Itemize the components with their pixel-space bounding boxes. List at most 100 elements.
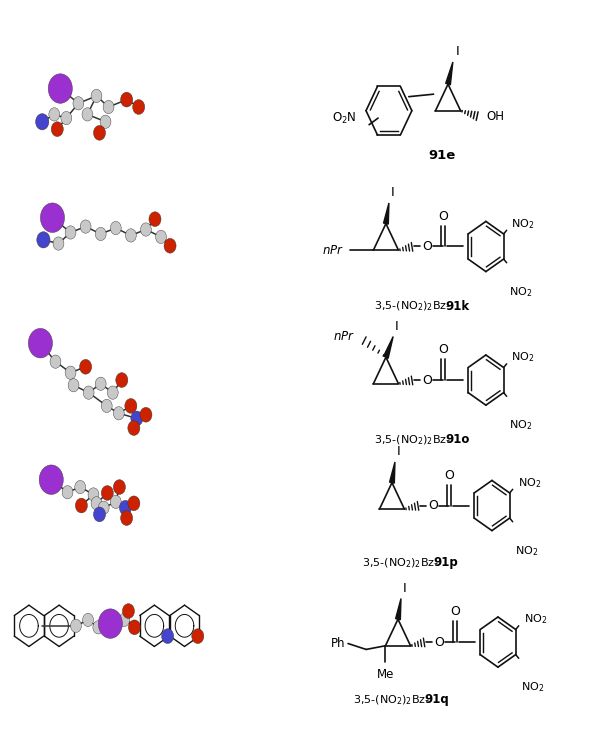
Text: OH: OH — [487, 110, 505, 123]
Text: O: O — [438, 210, 448, 223]
Circle shape — [107, 386, 118, 399]
Circle shape — [110, 221, 121, 235]
Text: Me: Me — [377, 668, 394, 681]
Text: I: I — [403, 582, 406, 595]
Text: NO$_2$: NO$_2$ — [509, 285, 532, 299]
Circle shape — [98, 609, 122, 638]
Circle shape — [101, 486, 113, 500]
Circle shape — [91, 89, 102, 103]
Circle shape — [82, 108, 93, 121]
Circle shape — [121, 93, 132, 106]
Circle shape — [164, 238, 176, 253]
Text: I: I — [391, 186, 394, 199]
Text: 3,5-(NO$_2$)$_2$Bz-: 3,5-(NO$_2$)$_2$Bz- — [374, 300, 451, 313]
Text: O$_2$N: O$_2$N — [332, 111, 357, 125]
Text: NO$_2$: NO$_2$ — [509, 418, 532, 432]
Circle shape — [65, 226, 76, 239]
Text: NO$_2$: NO$_2$ — [517, 476, 541, 489]
Text: 91p: 91p — [433, 556, 458, 570]
Text: I: I — [395, 320, 399, 333]
Circle shape — [116, 373, 128, 387]
Text: 3,5-(NO$_2$)$_2$Bz-: 3,5-(NO$_2$)$_2$Bz- — [374, 433, 451, 446]
Text: NO$_2$: NO$_2$ — [523, 613, 547, 626]
Text: O: O — [444, 469, 454, 482]
Text: NO$_2$: NO$_2$ — [521, 680, 545, 694]
Circle shape — [162, 629, 174, 644]
Circle shape — [40, 203, 65, 232]
Circle shape — [83, 613, 93, 627]
Circle shape — [93, 621, 104, 634]
Circle shape — [131, 411, 143, 426]
Text: NO$_2$: NO$_2$ — [511, 351, 535, 364]
Circle shape — [95, 227, 106, 241]
Circle shape — [71, 619, 81, 632]
Text: I: I — [397, 445, 400, 458]
Circle shape — [101, 399, 112, 413]
Text: O: O — [422, 240, 432, 253]
Circle shape — [121, 511, 133, 525]
Circle shape — [73, 97, 84, 110]
Circle shape — [28, 328, 52, 358]
Circle shape — [83, 386, 94, 399]
Circle shape — [119, 613, 130, 627]
Circle shape — [103, 100, 114, 114]
Circle shape — [119, 500, 131, 515]
Text: 91e: 91e — [428, 149, 456, 162]
Circle shape — [140, 223, 151, 236]
Circle shape — [129, 621, 140, 634]
Circle shape — [125, 229, 136, 242]
Circle shape — [128, 421, 140, 435]
Text: $n$Pr: $n$Pr — [323, 244, 344, 257]
Circle shape — [49, 108, 60, 121]
Text: 3,5-(NO$_2$)$_2$Bz-: 3,5-(NO$_2$)$_2$Bz- — [362, 556, 439, 570]
Circle shape — [98, 501, 109, 514]
Circle shape — [68, 379, 79, 392]
Circle shape — [53, 237, 64, 250]
Circle shape — [75, 480, 86, 494]
Text: O: O — [438, 343, 448, 356]
Circle shape — [121, 92, 133, 107]
Circle shape — [51, 122, 63, 137]
Circle shape — [156, 230, 166, 244]
Text: 91o: 91o — [445, 433, 469, 446]
Polygon shape — [446, 62, 453, 85]
Circle shape — [61, 111, 72, 125]
Text: $n$Pr: $n$Pr — [333, 330, 355, 343]
Text: O: O — [422, 373, 432, 387]
Circle shape — [133, 100, 145, 114]
Text: Ph: Ph — [330, 637, 345, 650]
Circle shape — [62, 486, 73, 499]
Text: O: O — [434, 635, 444, 649]
Circle shape — [48, 74, 72, 103]
Circle shape — [91, 497, 102, 510]
Circle shape — [36, 114, 49, 130]
Circle shape — [50, 355, 61, 368]
Text: O: O — [428, 499, 438, 512]
Circle shape — [110, 495, 121, 508]
Text: 3,5-(NO$_2$)$_2$Bz-: 3,5-(NO$_2$)$_2$Bz- — [353, 693, 430, 706]
Text: 91q: 91q — [424, 693, 449, 706]
Circle shape — [38, 233, 49, 246]
Circle shape — [100, 115, 111, 128]
Circle shape — [37, 232, 50, 248]
Circle shape — [105, 617, 116, 630]
Circle shape — [75, 498, 87, 513]
Circle shape — [192, 629, 204, 644]
Circle shape — [113, 407, 124, 420]
Circle shape — [93, 125, 106, 140]
Text: I: I — [455, 44, 459, 58]
Text: NO$_2$: NO$_2$ — [515, 544, 538, 558]
Circle shape — [95, 377, 106, 390]
Polygon shape — [390, 462, 395, 483]
Circle shape — [80, 359, 92, 374]
Circle shape — [149, 212, 161, 227]
Circle shape — [128, 620, 140, 635]
Text: NO$_2$: NO$_2$ — [511, 217, 535, 230]
Polygon shape — [384, 337, 393, 359]
Circle shape — [125, 399, 137, 413]
Circle shape — [88, 488, 99, 501]
Circle shape — [113, 480, 125, 494]
Circle shape — [93, 507, 106, 522]
Circle shape — [122, 604, 134, 618]
Text: 91k: 91k — [445, 300, 469, 313]
